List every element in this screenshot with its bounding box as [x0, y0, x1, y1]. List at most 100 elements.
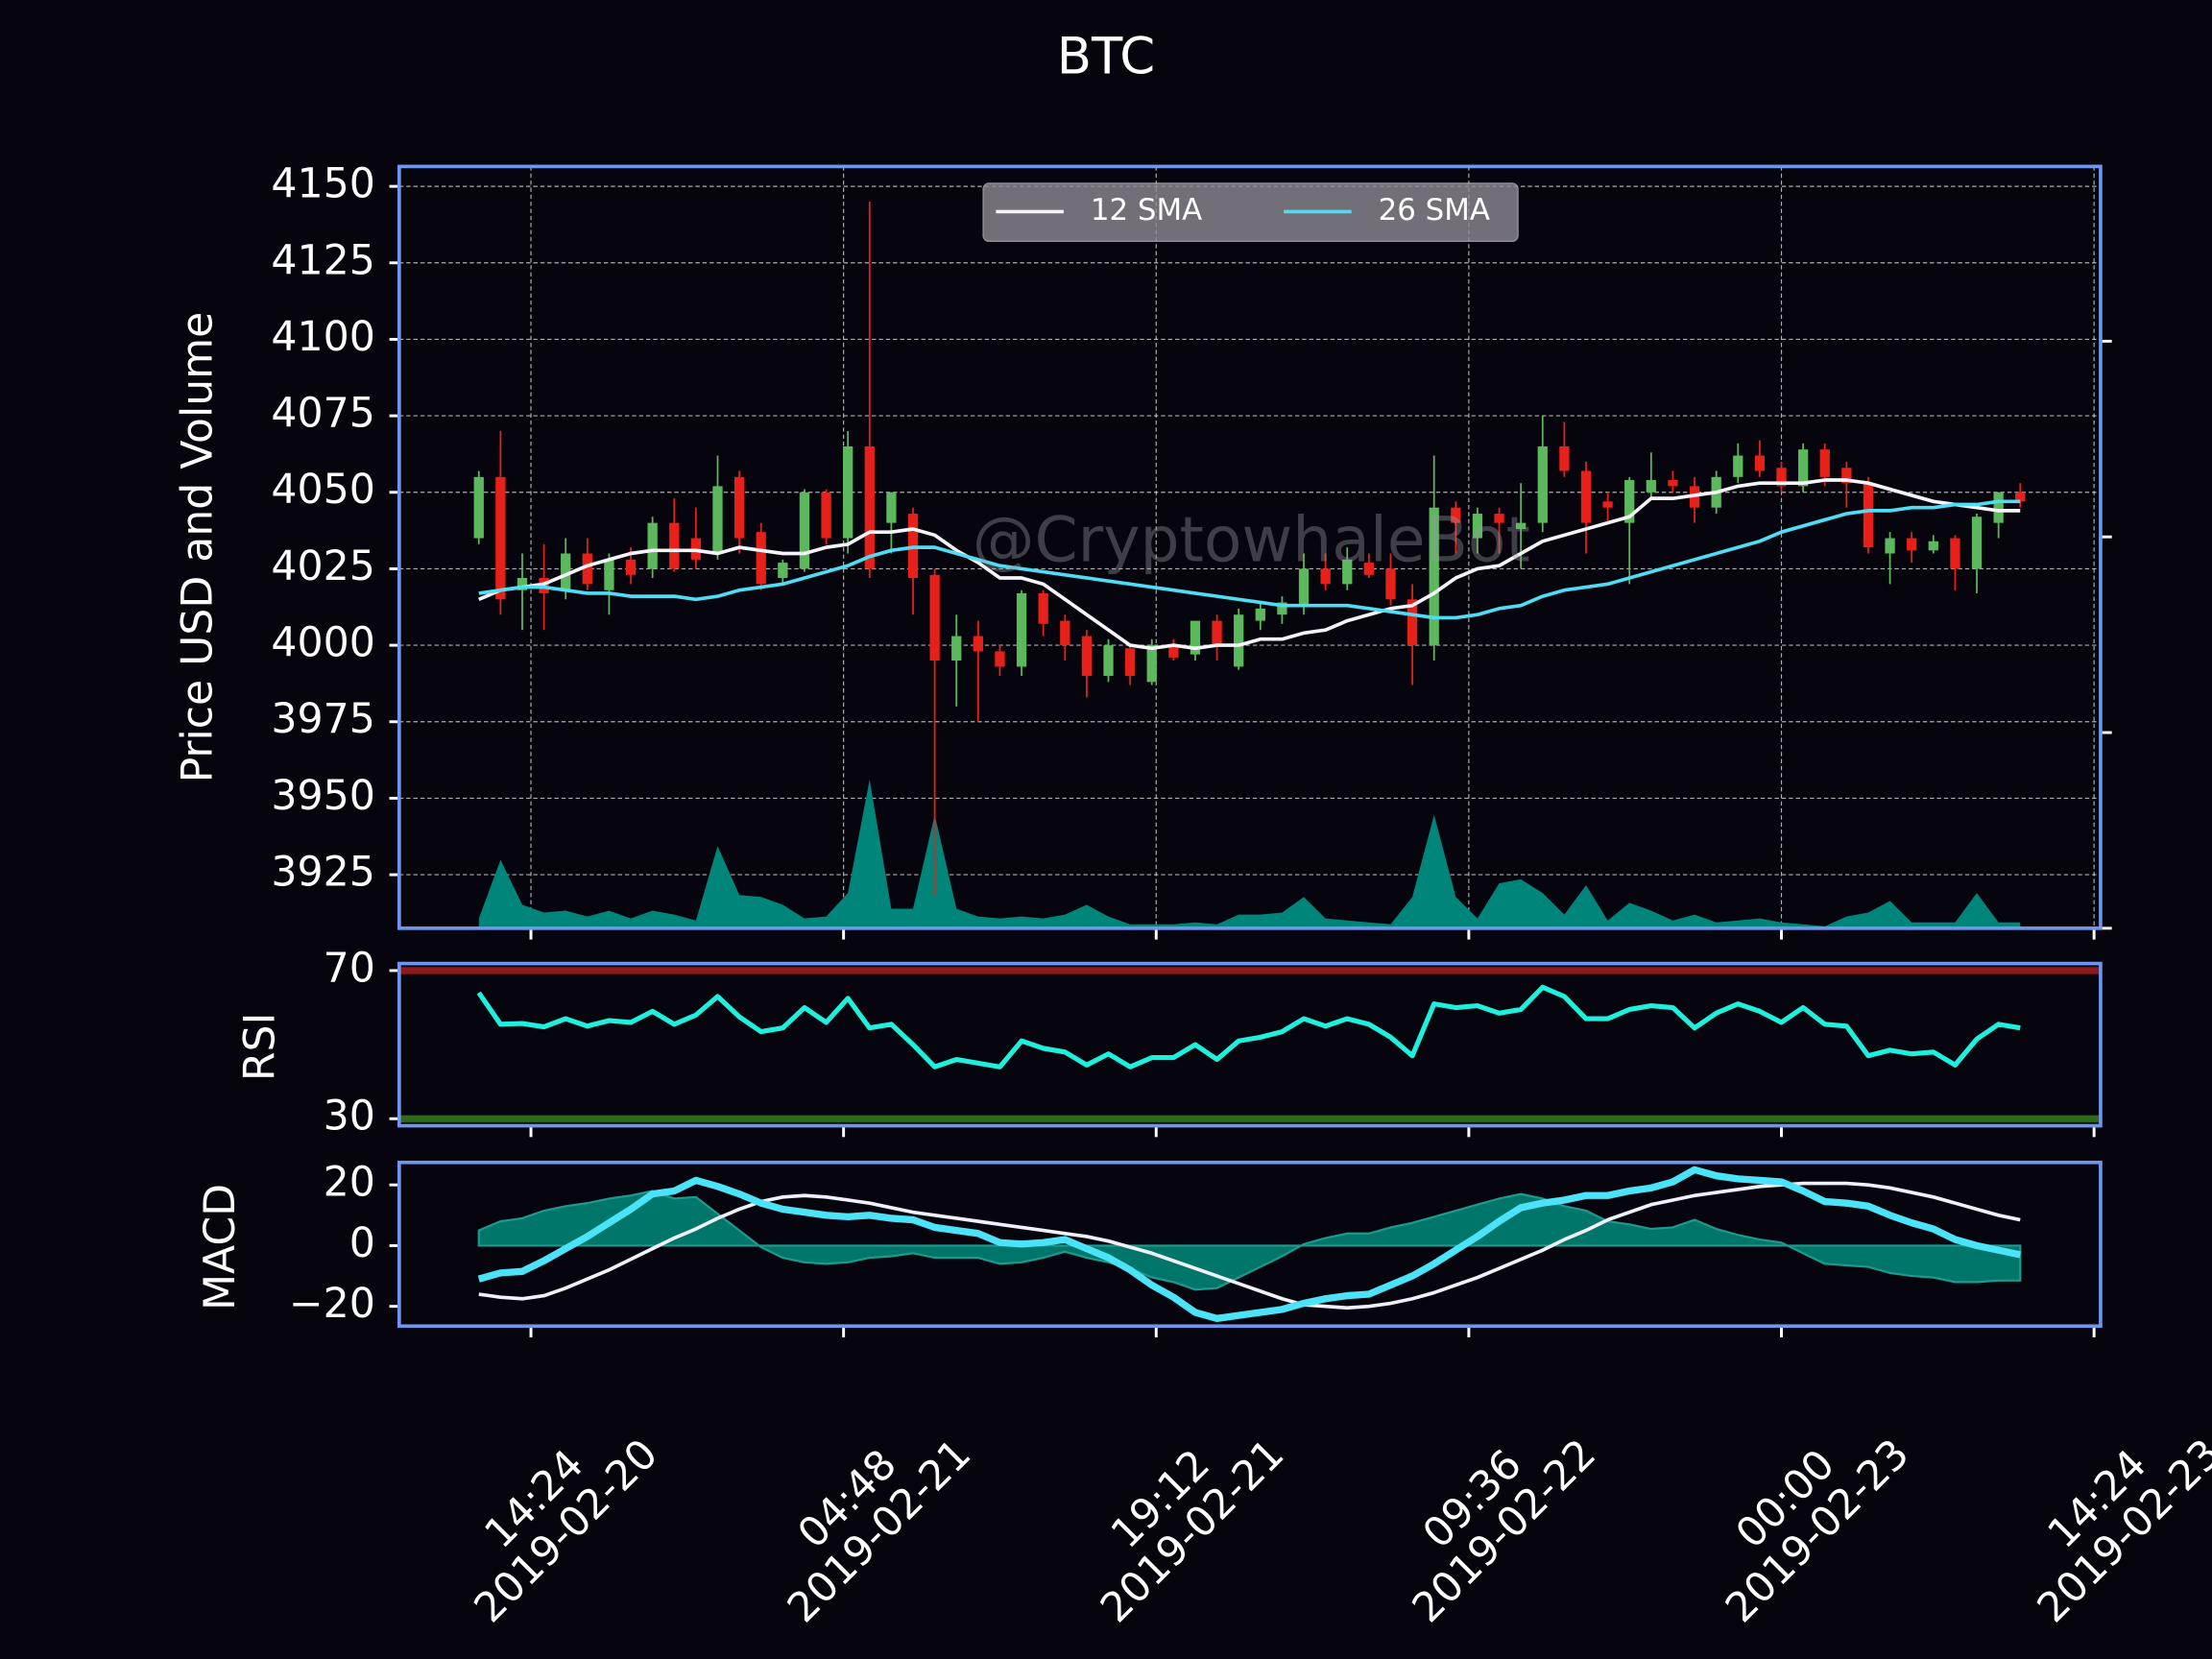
candle-body	[1841, 468, 1852, 484]
candle-body	[582, 553, 592, 585]
y-tick-label: 4025	[271, 542, 374, 590]
series-line	[478, 499, 2021, 620]
legend-box	[982, 182, 1519, 242]
candle-body	[669, 522, 680, 569]
candle-body	[1559, 445, 1570, 471]
candle-body	[647, 522, 658, 569]
candle-body	[1668, 480, 1678, 487]
candle-body	[1277, 602, 1287, 615]
y-tick-label: 4000	[271, 619, 374, 667]
candle-body	[1212, 620, 1222, 646]
candle-body	[517, 577, 528, 590]
candle-body	[973, 636, 983, 652]
candle-body	[1646, 480, 1656, 493]
candle-body	[495, 476, 506, 600]
candle-body	[1190, 620, 1201, 655]
y-axis-label: Price USD and Volume	[174, 312, 223, 783]
candle-body	[1885, 538, 1895, 554]
series-line	[478, 1181, 2021, 1310]
candle-body	[929, 574, 940, 661]
y-tick-label: 4075	[271, 390, 374, 438]
candle-body	[1429, 507, 1439, 646]
y-tick-label: 4125	[271, 236, 374, 284]
y-tick-label: 4100	[271, 313, 374, 361]
candle-body	[712, 486, 723, 554]
candle-body	[1342, 559, 1353, 585]
candle-body	[1298, 568, 1310, 606]
candle-body	[1776, 468, 1787, 487]
candle-body	[1819, 449, 1830, 477]
candle-body	[1580, 470, 1592, 523]
candle-body	[1407, 599, 1418, 646]
candle-body	[625, 559, 637, 575]
legend-label: 12 SMA	[1091, 193, 1202, 228]
series-line	[476, 984, 2021, 1070]
candle-body	[1754, 455, 1766, 471]
candle-body	[1928, 541, 1938, 551]
y-tick-label: 20	[324, 1159, 375, 1207]
candle-body	[1602, 501, 1613, 508]
y-axis-label: RSI	[235, 1012, 284, 1081]
candle-body	[1733, 455, 1743, 477]
candle-body	[1255, 608, 1265, 621]
series-line	[477, 1166, 2022, 1322]
candle-body	[864, 445, 875, 569]
candle-body	[886, 492, 897, 523]
y-tick-label: 0	[349, 1219, 375, 1267]
candle-body	[733, 476, 745, 539]
volume-area	[478, 779, 2021, 928]
candle-body	[799, 492, 810, 569]
y-tick-label: 4050	[271, 466, 374, 514]
candle-body	[1797, 449, 1809, 487]
y-tick-label: 30	[324, 1093, 375, 1141]
candle-body	[604, 559, 614, 590]
candle-body	[473, 476, 484, 539]
candle-body	[951, 636, 962, 661]
legend-label: 26 SMA	[1379, 193, 1490, 228]
candle-body	[1363, 563, 1375, 575]
candle-body	[1320, 568, 1331, 585]
candle-body	[2015, 492, 2026, 502]
candle-body	[1907, 538, 1917, 551]
candle-body	[1016, 592, 1027, 667]
candle-body	[995, 651, 1005, 667]
candle-body	[1103, 645, 1114, 676]
watermark: @CryptowhaleBot	[973, 505, 1530, 577]
candle-body	[1038, 592, 1048, 624]
candle-body	[1060, 620, 1070, 646]
candle-body	[1472, 514, 1483, 539]
series-line	[478, 478, 2021, 651]
chart-title: BTC	[1057, 27, 1155, 85]
y-tick-label: −20	[289, 1280, 375, 1328]
candle-body	[756, 532, 766, 585]
candle-body	[1971, 517, 1983, 569]
panel-frame	[397, 1160, 2103, 1329]
candle-body	[1234, 614, 1244, 667]
y-tick-label: 3950	[271, 772, 374, 820]
candle-body	[1516, 522, 1527, 530]
panel-frame	[397, 164, 2103, 930]
candle-body	[843, 445, 854, 539]
candle-body	[1537, 445, 1548, 523]
candle-body	[821, 492, 831, 539]
candle-body	[1950, 538, 1960, 569]
candle-body	[1451, 507, 1461, 523]
candle-body	[1168, 645, 1179, 658]
candle-body	[1146, 645, 1157, 683]
candle-body	[778, 563, 788, 578]
y-tick-label: 70	[324, 944, 375, 992]
panel-frame	[397, 961, 2103, 1128]
candle-body	[1863, 483, 1874, 548]
histogram-area	[477, 1190, 2022, 1291]
y-axis-label: MACD	[196, 1184, 245, 1310]
candle-body	[1494, 514, 1504, 523]
candle-body	[1624, 480, 1635, 523]
y-tick-label: 3925	[271, 849, 374, 897]
candle-body	[1993, 492, 2004, 523]
candle-body	[1081, 636, 1093, 676]
candle-body	[1124, 648, 1136, 676]
candle-body	[1385, 568, 1396, 600]
